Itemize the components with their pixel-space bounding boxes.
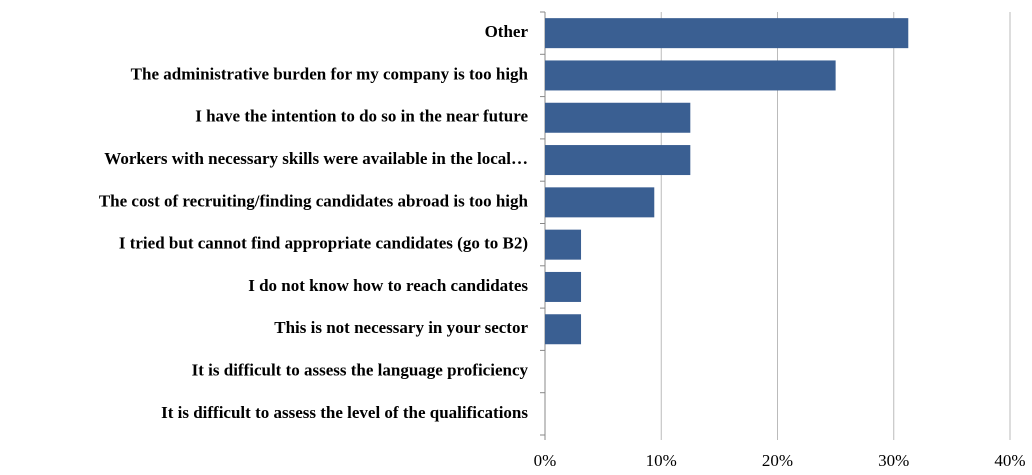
y-tick-label: It is difficult to assess the level of t… <box>161 403 528 422</box>
y-tick-label: Other <box>485 22 529 41</box>
bar <box>545 271 582 302</box>
y-tick-label: I have the intention to do so in the nea… <box>195 107 528 126</box>
y-tick-label: This is not necessary in your sector <box>274 318 528 337</box>
y-tick-label: Workers with necessary skills were avail… <box>104 149 528 168</box>
x-tick-label: 20% <box>762 451 793 470</box>
y-tick-label: I do not know how to reach candidates <box>248 276 528 295</box>
x-tick-label: 10% <box>646 451 677 470</box>
y-tick-label: I tried but cannot find appropriate cand… <box>119 234 528 253</box>
bar <box>545 60 836 91</box>
y-tick-label: The cost of recruiting/finding candidate… <box>99 191 529 210</box>
bar <box>545 102 691 133</box>
x-tick-label: 0% <box>534 451 557 470</box>
x-tick-label: 40% <box>994 451 1025 470</box>
x-tick-label: 30% <box>878 451 909 470</box>
bar <box>545 145 691 176</box>
bar <box>545 229 582 260</box>
y-tick-label: The administrative burden for my company… <box>131 64 529 83</box>
bar <box>545 314 582 345</box>
bar <box>545 18 909 49</box>
bar <box>545 187 655 218</box>
y-tick-label: It is difficult to assess the language p… <box>192 360 529 379</box>
